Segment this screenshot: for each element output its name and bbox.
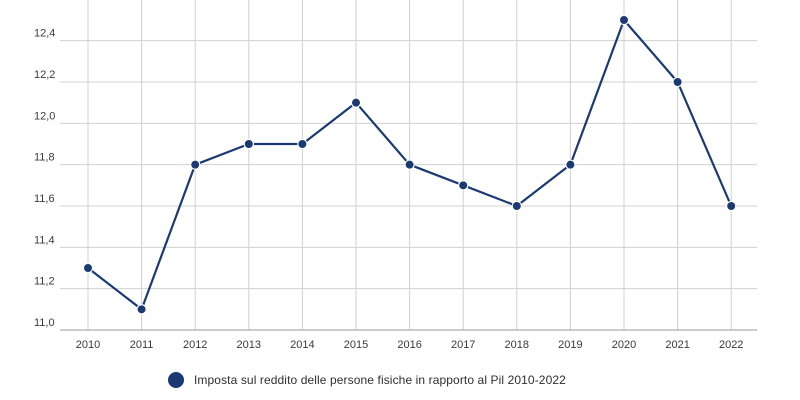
data-point: [511, 200, 523, 212]
x-tick-label: 2019: [558, 339, 582, 351]
x-tick-label: 2012: [183, 339, 207, 351]
y-tick-label: 11,2: [34, 276, 55, 288]
x-tick-label: 2016: [397, 339, 421, 351]
x-tick-label: 2017: [451, 339, 475, 351]
x-axis-tick-labels: 2010 2011 2012 2013 2014 2015 2016 2017 2018 2019…: [76, 339, 744, 351]
data-point: [618, 14, 630, 26]
y-tick-label: 11,8: [34, 152, 55, 164]
y-tick-label: 11,6: [34, 193, 55, 205]
data-point: [297, 138, 308, 150]
x-tick-label: 2020: [612, 339, 636, 351]
y-tick-label: 11,0: [34, 317, 55, 329]
series-group: [82, 14, 737, 315]
data-point: [404, 159, 415, 170]
y-tick-label: 12,2: [34, 69, 55, 81]
data-point: [458, 180, 469, 191]
data-point: [672, 76, 683, 88]
x-tick-label: 2015: [344, 339, 368, 351]
x-tick-label: 2021: [665, 339, 689, 351]
data-point: [243, 138, 254, 150]
data-point: [82, 262, 94, 274]
legend: Imposta sul reddito delle persone fisich…: [168, 372, 566, 388]
x-tick-label: 2014: [290, 339, 314, 351]
x-tick-label: 2022: [719, 339, 743, 351]
data-point: [136, 304, 147, 315]
legend-label: Imposta sul reddito delle persone fisich…: [194, 373, 566, 387]
x-tick-label: 2013: [237, 339, 261, 351]
x-tick-label: 2010: [76, 339, 100, 351]
data-point: [350, 97, 362, 108]
y-axis-tick-labels: 11,0 11,2 11,4 11,6 11,8 12,0 12,2 12,4: [34, 28, 55, 329]
data-point: [726, 200, 737, 212]
y-tick-label: 12,0: [34, 110, 55, 122]
y-tick-label: 11,4: [34, 234, 55, 246]
y-tick-label: 12,4: [34, 28, 55, 40]
data-point: [565, 159, 576, 170]
data-point: [189, 159, 201, 170]
x-tick-label: 2011: [130, 339, 154, 351]
legend-marker: [168, 372, 184, 388]
x-tick-label: 2018: [505, 339, 529, 351]
